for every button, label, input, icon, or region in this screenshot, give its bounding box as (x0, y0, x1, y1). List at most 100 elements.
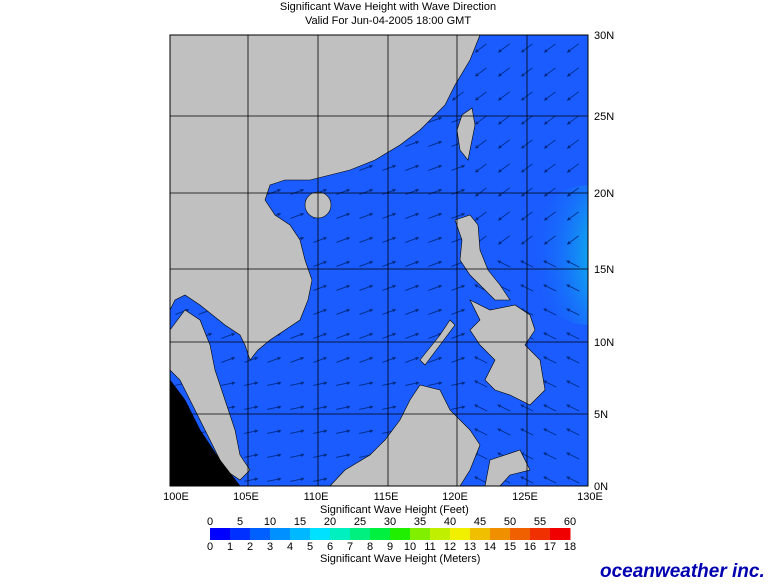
luzon (454, 214, 511, 301)
wave-arrow (497, 428, 511, 436)
feet-tick-label: 30 (384, 516, 396, 528)
wave-arrow (451, 284, 466, 291)
wave-arrow (543, 452, 557, 460)
wave-arrow (497, 235, 510, 245)
wave-arrow (474, 67, 487, 77)
wave-arrow (566, 115, 579, 125)
wave-arrow (267, 381, 282, 386)
wave-arrow (474, 452, 488, 460)
colorbar-segment (310, 528, 331, 540)
wave-arrow (221, 381, 236, 386)
wave-arrow (543, 380, 557, 388)
colorbar-segment (350, 528, 371, 540)
map-frame (169, 34, 589, 487)
wave-arrow (382, 308, 397, 315)
wave-arrow (428, 116, 443, 123)
wave-arrow (543, 187, 556, 197)
wave-arrow (359, 381, 374, 386)
meter-tick-label: 4 (287, 541, 293, 553)
wave-arrow (428, 308, 443, 315)
meter-tick-label: 15 (504, 541, 516, 553)
longitude-label: 120E (442, 491, 468, 503)
wave-arrow (290, 453, 305, 458)
wave-arrow (382, 332, 397, 339)
meter-tick-label: 13 (464, 541, 476, 553)
wave-arrow (405, 332, 420, 339)
wave-arrow (290, 381, 305, 386)
wave-arrow (428, 356, 443, 363)
wave-arrow (313, 308, 328, 315)
wave-arrow (451, 212, 466, 219)
wave-arrow (313, 429, 328, 434)
wave-arrow (566, 308, 580, 316)
meter-tick-label: 7 (347, 541, 353, 553)
colorbar: 0 5 10 15 20 25 30 35 40 45 50 55 600 1 2 3 4 5 6 7 8 9 10 11 12… (207, 516, 576, 553)
feet-tick-label: 50 (504, 516, 516, 528)
wave-arrow (359, 429, 374, 434)
borneo (329, 384, 481, 486)
wave-arrow (267, 356, 282, 363)
wave-arrow (313, 381, 328, 386)
wave-arrow (428, 236, 443, 243)
wave-arrow (428, 140, 443, 147)
colorbar-feet-title: Significant Wave Height (Feet) (320, 504, 469, 516)
longitude-label: 100E (163, 491, 189, 503)
wave-arrow (313, 356, 328, 363)
wave-arrow (382, 405, 397, 410)
wave-arrow (497, 115, 510, 125)
colorbar-segment (210, 528, 231, 540)
wave-arrow (336, 429, 351, 434)
wave-arrow (566, 187, 579, 197)
wave-arrow (382, 236, 397, 243)
wave-arrow (451, 356, 466, 363)
wave-arrow (543, 163, 556, 173)
wave-arrow (474, 428, 488, 436)
wave-arrow (543, 284, 557, 292)
meter-tick-label: 11 (424, 541, 435, 553)
wave-arrow (313, 260, 328, 267)
wave-arrow (497, 43, 510, 53)
wave-arrow (451, 188, 466, 195)
wave-arrow (336, 381, 351, 386)
wave-arrow (566, 284, 580, 292)
latitude-label: 30N (594, 30, 614, 42)
wave-arrow (244, 356, 259, 363)
wave-arrow (474, 187, 487, 197)
feet-tick-label: 0 (207, 516, 213, 528)
wave-arrow (451, 308, 466, 315)
wave-arrow (359, 356, 374, 363)
wave-arrow (566, 404, 580, 412)
wave-arrow (566, 163, 579, 173)
wave-arrow (451, 405, 466, 410)
latitude-label: 15N (594, 264, 614, 276)
wave-arrow (359, 260, 374, 267)
colorbar-segment (330, 528, 351, 540)
wave-arrow (405, 308, 420, 315)
colorbar-meter-title: Significant Wave Height (Meters) (320, 553, 480, 565)
meter-tick-label: 0 (207, 541, 213, 553)
wave-arrow (543, 115, 556, 125)
wave-arrow (244, 381, 259, 386)
wave-arrow (451, 332, 466, 339)
wave-arrow (405, 356, 420, 363)
wave-arrow (543, 476, 557, 484)
wave-arrow (566, 476, 580, 484)
latitude-label: 0N (594, 481, 608, 493)
wave-arrow (405, 236, 420, 243)
wave-arrow (336, 356, 351, 363)
wave-arrow (566, 139, 579, 149)
wave-arrow (405, 188, 420, 195)
wave-arrow (359, 212, 374, 219)
wave-arrow (497, 163, 510, 173)
wave-arrow (221, 332, 236, 339)
colorbar-segment (250, 528, 271, 540)
wave-arrow (543, 308, 557, 316)
wave-arrow (428, 164, 443, 171)
visayas-mindanao (469, 299, 546, 406)
wave-arrow (497, 139, 510, 149)
wave-arrow (290, 212, 305, 219)
wave-arrow (244, 429, 259, 434)
graticule (170, 35, 588, 486)
wave-arrow (543, 211, 556, 221)
